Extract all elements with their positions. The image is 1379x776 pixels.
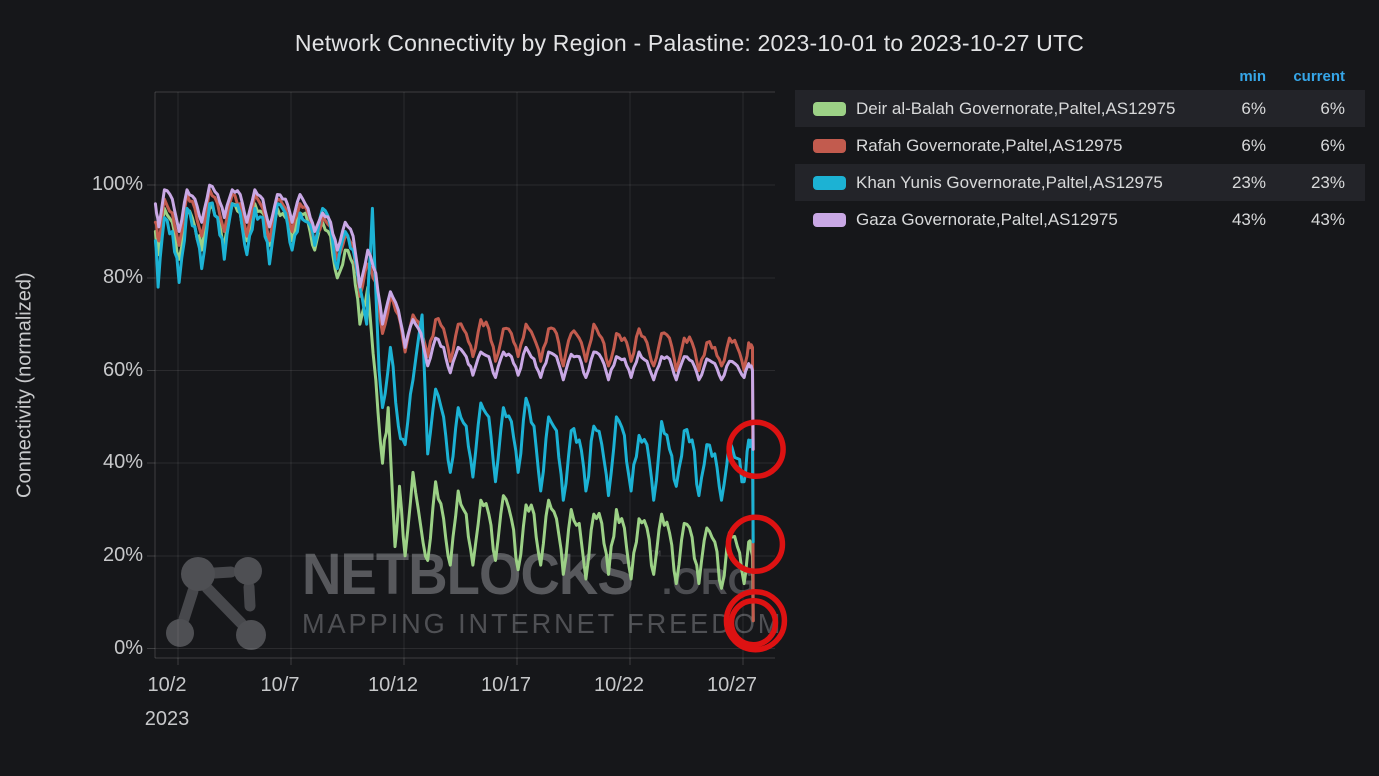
legend-header: min current [795,62,1365,90]
series-line-2 [153,188,755,623]
axis-frame [147,91,775,665]
series-lines [153,183,755,623]
annotation-circle-1 [726,419,786,480]
legend: min current Deir al-Balah Governorate,Pa… [795,62,1365,238]
annotation-circle-3 [723,588,788,653]
legend-current-value: 6% [1320,98,1345,118]
series-line-3 [153,201,755,544]
legend-min-value: 6% [1241,98,1266,118]
legend-series-label[interactable]: Gaza Governorate,Paltel,AS12975 [856,209,1118,229]
legend-swatch-icon [813,175,846,190]
legend-min-value: 6% [1241,135,1266,155]
legend-min-value: 43% [1231,209,1266,229]
x-axis-year-label: 2023 [144,708,190,730]
netblocks-logo-icon [166,557,266,650]
watermark-brand: NETBLOCKS [302,546,634,604]
legend-swatch-icon [813,212,846,227]
legend-header-min[interactable]: min [1239,67,1266,85]
netblocks-watermark: NETBLOCKS ™ .ORG MAPPING INTERNET FREEDO… [162,546,798,658]
annotation-circles [723,419,788,653]
legend-min-value: 23% [1231,172,1266,192]
y-tick-0%: 0% [114,636,143,659]
legend-swatch-icon [813,138,846,153]
legend-series-label[interactable]: Khan Yunis Governorate,Paltel,AS12975 [856,172,1163,192]
legend-row-1[interactable]: Deir al-Balah Governorate,Paltel,AS12975… [795,90,1365,127]
legend-current-value: 43% [1310,209,1345,229]
x-tick-10-22: 10/22 [593,674,645,696]
netblocks-watermark-text: NETBLOCKS ™ .ORG MAPPING INTERNET FREEDO… [302,546,798,640]
legend-header-current[interactable]: current [1293,67,1345,85]
legend-row-3[interactable]: Khan Yunis Governorate,Paltel,AS12975 23%… [795,164,1365,201]
annotation-circle-2 [725,514,786,575]
legend-row-4[interactable]: Gaza Governorate,Paltel,AS12975 43% 43% [795,201,1365,238]
x-tick-10-2: 10/2 [147,674,187,696]
y-tick-60%: 60% [102,358,143,381]
y-tick-40%: 40% [102,451,143,474]
y-tick-80%: 80% [102,265,143,288]
x-tick-10-27: 10/27 [706,674,758,696]
legend-row-2[interactable]: Rafah Governorate,Paltel,AS12975 6% 6% [795,127,1365,164]
legend-series-label[interactable]: Deir al-Balah Governorate,Paltel,AS12975 [856,98,1176,118]
y-tick-100%: 100% [91,173,143,196]
legend-current-value: 6% [1320,135,1345,155]
annotation-circle-3-inner [728,597,779,648]
series-line-4 [153,183,755,451]
plot-area[interactable] [155,92,775,658]
x-tick-10-12: 10/12 [367,674,419,696]
chart-title: Network Connectivity by Region - Palasti… [294,30,1085,56]
x-tick-10-17: 10/17 [480,674,532,696]
legend-swatch-icon [813,101,846,116]
x-tick-10-7: 10/7 [260,674,300,696]
watermark-tagline: MAPPING INTERNET FREEDOM [302,608,783,640]
legend-current-value: 23% [1310,172,1345,192]
y-tick-20%: 20% [102,543,143,566]
legend-series-label[interactable]: Rafah Governorate,Paltel,AS12975 [856,135,1123,155]
